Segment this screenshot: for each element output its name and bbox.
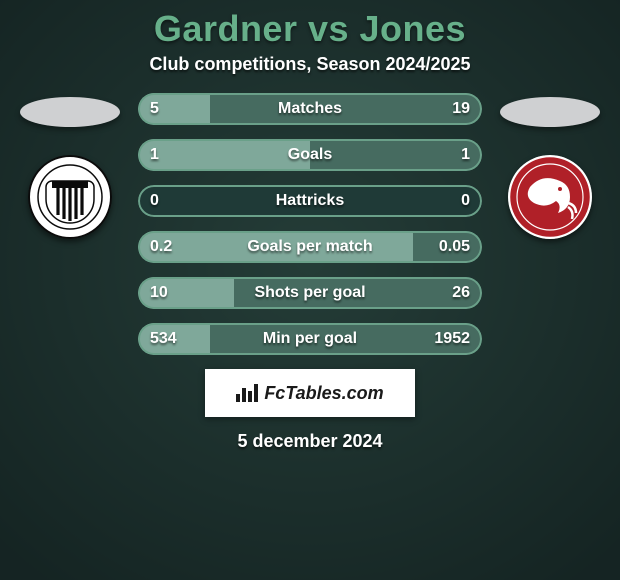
- stat-label: Goals per match: [138, 231, 482, 263]
- page-title: Gardner vs Jones: [154, 8, 466, 50]
- stat-bar: 0Hattricks0: [138, 185, 482, 217]
- footer-date: 5 december 2024: [237, 431, 382, 452]
- stat-bar: 0.2Goals per match0.05: [138, 231, 482, 263]
- right-player-column: [500, 93, 600, 239]
- stat-value-right: 1: [461, 139, 470, 171]
- left-club-badge: [28, 155, 112, 239]
- stat-bar: 5Matches19: [138, 93, 482, 125]
- stat-bar: 1Goals1: [138, 139, 482, 171]
- stat-label: Shots per goal: [138, 277, 482, 309]
- player-avatar-placeholder: [20, 97, 120, 127]
- attribution-text: FcTables.com: [264, 383, 383, 404]
- stat-label: Min per goal: [138, 323, 482, 355]
- stats-bars: 5Matches19 1Goals1 0Hattricks0 0.2Goals per…: [138, 93, 482, 355]
- stat-bar: 534Min per goal1952: [138, 323, 482, 355]
- stat-label: Goals: [138, 139, 482, 171]
- left-player-column: [20, 93, 120, 239]
- stat-value-right: 0.05: [439, 231, 470, 263]
- stat-bar: 10Shots per goal26: [138, 277, 482, 309]
- page-subtitle: Club competitions, Season 2024/2025: [149, 54, 470, 75]
- stat-label: Hattricks: [138, 185, 482, 217]
- attribution-badge: FcTables.com: [205, 369, 415, 417]
- stat-label: Matches: [138, 93, 482, 125]
- stat-value-right: 0: [461, 185, 470, 217]
- player-avatar-placeholder: [500, 97, 600, 127]
- stat-value-right: 26: [452, 277, 470, 309]
- stat-value-right: 1952: [434, 323, 470, 355]
- right-club-badge: [508, 155, 592, 239]
- stat-value-right: 19: [452, 93, 470, 125]
- chart-icon: [236, 384, 258, 402]
- comparison-row: 5Matches19 1Goals1 0Hattricks0 0.2Goals per…: [0, 93, 620, 355]
